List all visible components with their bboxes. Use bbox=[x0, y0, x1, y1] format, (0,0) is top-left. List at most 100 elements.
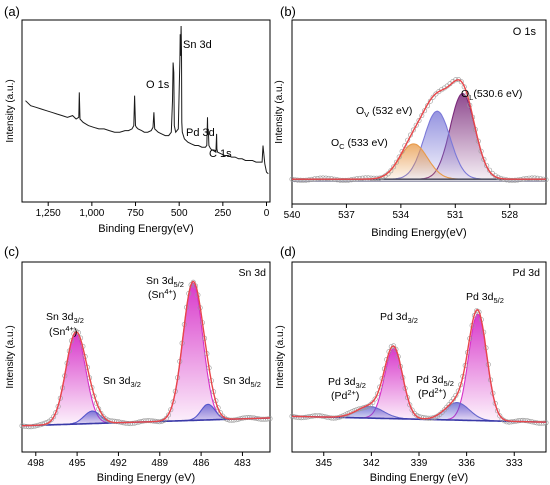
raw-data-point bbox=[317, 413, 323, 419]
raw-data-point bbox=[319, 413, 325, 419]
raw-data-point bbox=[494, 408, 500, 414]
label-sn3d52-sat: Sn 3d5/2 bbox=[223, 375, 261, 389]
x-tick-label: 528 bbox=[501, 210, 518, 221]
panel-label-d: (d) bbox=[280, 244, 296, 259]
raw-data-point bbox=[430, 94, 436, 100]
x-axis-label-a: Binding Energy(eV) bbox=[98, 223, 193, 235]
panel-label-a: (a) bbox=[4, 4, 20, 19]
raw-data-point bbox=[362, 175, 368, 181]
raw-data-point bbox=[303, 177, 309, 183]
raw-data-point bbox=[265, 416, 271, 422]
raw-data-point bbox=[335, 415, 341, 421]
panel-title-b: O 1s bbox=[513, 26, 537, 38]
label-sn3d52-sn4-state: (Sn4+) bbox=[148, 287, 176, 301]
raw-data-point bbox=[524, 418, 530, 424]
raw-data-point bbox=[300, 177, 306, 183]
label-pd3d32: Pd 3d3/2 bbox=[380, 311, 418, 325]
raw-data-point bbox=[414, 412, 420, 418]
raw-data-point bbox=[512, 177, 518, 183]
raw-data-point bbox=[497, 413, 503, 419]
sn3d-spectrum-panel: 498 495 492 489 486 483 Sn 3d Sn 3d5/2 (Sn4+)… bbox=[5, 261, 273, 484]
component-area bbox=[292, 314, 546, 423]
x-tick-label: 0 bbox=[264, 208, 270, 219]
x-tick-label: 540 bbox=[284, 210, 301, 221]
envelope-curve bbox=[292, 79, 546, 180]
x-tick-label: 492 bbox=[110, 458, 127, 469]
raw-data-point bbox=[391, 343, 397, 349]
raw-data-point bbox=[503, 177, 509, 183]
raw-data-point bbox=[340, 177, 346, 183]
y-axis-label-d: Intensity (a.u.) bbox=[275, 325, 286, 388]
raw-data-point bbox=[526, 175, 532, 181]
annotation-c1s: C 1s bbox=[209, 148, 232, 160]
raw-data-point bbox=[297, 177, 303, 183]
label-sn3d32-sn4-state: (Sn4+) bbox=[49, 324, 77, 338]
x-tick-label: 250 bbox=[215, 208, 232, 219]
annotation-o1s: O 1s bbox=[146, 79, 170, 91]
x-tick-label: 500 bbox=[171, 208, 188, 219]
label-ol: OL(530.6 eV) bbox=[461, 88, 522, 102]
sn3d-fit-curves bbox=[19, 279, 273, 430]
y-axis-label-c: Intensity (a.u.) bbox=[5, 325, 16, 388]
plot-frame-b bbox=[291, 19, 547, 205]
raw-data-point bbox=[534, 175, 540, 181]
raw-data-point bbox=[53, 410, 59, 416]
x-axis-ticks-b: 540 537 534 531 528 bbox=[284, 204, 518, 221]
x-tick-label: 498 bbox=[27, 458, 44, 469]
component-curve bbox=[292, 313, 547, 423]
pd3d-spectrum-panel: 345 342 339 336 333 Pd 3d Pd 3d5/2 Pd 3d3/2 … bbox=[275, 261, 549, 484]
x-tick-label: 339 bbox=[411, 458, 428, 469]
component-area bbox=[22, 411, 270, 426]
raw-data-point bbox=[522, 418, 528, 424]
annotation-pd3d: Pd 3d bbox=[186, 127, 215, 139]
raw-data-point bbox=[374, 391, 380, 397]
y-axis-label-a: Intensity (a.u.) bbox=[5, 79, 16, 142]
raw-data-point bbox=[343, 177, 349, 183]
plot-frame-c bbox=[21, 261, 271, 453]
o1s-spectrum-panel: 540 537 534 531 528 O 1s OL(530.6 eV) OV (53… bbox=[274, 19, 549, 239]
label-ov: OV (532 eV) bbox=[356, 105, 412, 119]
x-axis-label-b: Binding Energy(eV) bbox=[371, 227, 466, 239]
envelope-curve bbox=[21, 280, 270, 427]
panel-title-d: Pd 3d bbox=[513, 267, 541, 279]
x-tick-label: 1,000 bbox=[79, 208, 104, 219]
raw-data-point bbox=[317, 175, 323, 181]
x-tick-label: 486 bbox=[193, 458, 210, 469]
raw-data-point bbox=[419, 113, 425, 119]
component-area bbox=[292, 143, 546, 180]
component-area bbox=[22, 333, 270, 426]
x-tick-label: 750 bbox=[127, 208, 144, 219]
x-tick-label: 342 bbox=[363, 458, 380, 469]
x-tick-label: 333 bbox=[506, 458, 523, 469]
x-tick-label: 534 bbox=[393, 210, 410, 221]
panel-title-c: Sn 3d bbox=[239, 267, 267, 279]
raw-data-point bbox=[295, 177, 301, 183]
raw-data-point bbox=[190, 279, 196, 285]
x-axis-ticks-a: 1,250 1,000 750 500 250 0 bbox=[36, 202, 270, 219]
label-sn3d52-sn4: Sn 3d5/2 bbox=[146, 275, 184, 289]
x-tick-label: 345 bbox=[315, 458, 332, 469]
raw-data-point bbox=[320, 175, 326, 181]
raw-data-point bbox=[393, 159, 399, 165]
raw-data-point bbox=[541, 420, 547, 426]
label-pd3d32-pd2-state: (Pd2+) bbox=[331, 388, 359, 402]
x-axis-ticks-d: 345 342 339 336 333 bbox=[315, 452, 523, 469]
raw-data-point bbox=[388, 168, 394, 174]
survey-spectrum-panel: 1,250 1,000 750 500 250 0 Sn 3d O 1s Pd 3d C … bbox=[5, 19, 271, 235]
x-axis-label-c: Binding Energy (eV) bbox=[97, 472, 195, 484]
raw-data-point bbox=[323, 175, 329, 181]
raw-data-point bbox=[532, 175, 538, 181]
label-pd3d52-pd2: Pd 3d5/2 bbox=[416, 374, 454, 388]
raw-data-point bbox=[515, 177, 521, 183]
x-tick-label: 531 bbox=[447, 210, 464, 221]
raw-data-point bbox=[399, 148, 405, 154]
component-area bbox=[22, 283, 270, 426]
raw-data-point bbox=[416, 118, 422, 124]
raw-data-point bbox=[396, 154, 402, 160]
raw-data-point bbox=[105, 417, 111, 423]
raw-data-point bbox=[391, 164, 397, 170]
raw-data-point bbox=[30, 423, 36, 429]
x-axis-label-d: Binding Energy (eV) bbox=[370, 472, 468, 484]
raw-data-point bbox=[506, 177, 512, 183]
label-pd3d32-pd2: Pd 3d3/2 bbox=[328, 376, 366, 390]
